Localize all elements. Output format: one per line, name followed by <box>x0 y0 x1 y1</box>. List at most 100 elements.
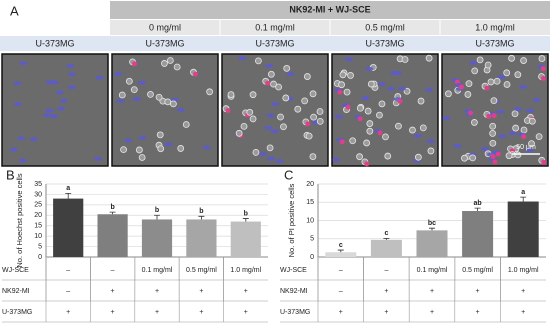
table-cell: + <box>384 288 388 295</box>
immune-cell <box>249 91 257 99</box>
immune-cell <box>338 81 345 89</box>
tumor-cell <box>66 63 75 68</box>
immune-cell <box>419 124 427 132</box>
micrograph <box>221 53 329 167</box>
tumor-cell <box>124 138 133 143</box>
immune-cell <box>489 139 497 147</box>
table-cell: + <box>476 309 480 316</box>
immune-cell <box>367 80 375 88</box>
table-cell: + <box>244 288 248 295</box>
immune-cell <box>511 110 519 118</box>
bar <box>507 201 539 257</box>
tumor-cell <box>426 139 435 144</box>
tumor-cell <box>29 137 38 142</box>
error-bar <box>520 196 527 202</box>
bar <box>462 211 494 257</box>
group-header-bg <box>110 1 550 19</box>
immune-cell <box>267 70 275 78</box>
pi-cell <box>491 113 497 119</box>
tumor-cell <box>498 134 507 139</box>
immune-cell <box>118 91 126 99</box>
immune-cell <box>356 104 364 112</box>
immune-cell <box>520 57 527 64</box>
immune-cell <box>280 123 287 131</box>
scale-bar-label: 50 μm <box>516 144 536 151</box>
tumor-cell <box>13 81 22 86</box>
y-tick-label: 20 <box>306 181 314 188</box>
immune-cell <box>347 72 354 79</box>
table-cell: – <box>384 267 388 274</box>
significance-letter: b <box>199 208 203 215</box>
bar <box>370 239 402 257</box>
significance-letter: b <box>155 207 159 214</box>
table-cell: 0.1 mg/ml <box>142 267 173 274</box>
immune-cell <box>182 121 190 128</box>
tumor-cell <box>275 158 284 163</box>
row-label: WJ-SCE <box>280 267 307 274</box>
tumor-cell <box>138 135 147 140</box>
row-label: U-373MG <box>2 309 32 316</box>
immune-cell <box>520 126 528 134</box>
immune-cell <box>227 91 235 98</box>
group-header: NK92-MI + WJ-SCE <box>289 4 370 14</box>
y-tick-label: 15 <box>306 199 314 206</box>
bar <box>186 219 217 257</box>
error-bar <box>474 207 481 212</box>
tumor-cell <box>332 157 341 162</box>
immune-cell <box>376 111 383 119</box>
row-label: NK92-MI <box>280 288 308 295</box>
immune-cell <box>282 94 290 102</box>
immune-cell <box>493 77 501 85</box>
pi-cell <box>540 66 546 72</box>
immune-cell <box>283 64 291 72</box>
bar <box>416 230 448 257</box>
tumor-cell <box>17 136 26 141</box>
immune-cell <box>277 113 284 121</box>
bar <box>325 252 357 257</box>
immune-cell <box>349 137 357 145</box>
immune-cell <box>316 117 324 125</box>
tumor-cell <box>345 57 354 62</box>
error-bar <box>198 215 205 220</box>
table-cell: + <box>155 288 159 295</box>
immune-cell <box>489 130 497 137</box>
immune-cell <box>177 145 185 152</box>
immune-cell <box>173 63 181 71</box>
cell-label: U-373MG <box>475 38 514 48</box>
pi-cell <box>484 85 490 91</box>
tumor-cell <box>453 143 462 148</box>
tumor-cell <box>377 82 386 87</box>
pi-cell <box>305 121 311 127</box>
table-cell: 1.0 mg/ml <box>230 267 261 274</box>
immune-cell <box>240 122 248 130</box>
tumor-cell <box>413 133 422 138</box>
table-cell: – <box>66 267 70 274</box>
immune-cell <box>465 80 473 88</box>
tumor-cell <box>508 131 517 136</box>
pi-cell <box>225 108 231 114</box>
y-tick-label: 0 <box>38 254 42 261</box>
immune-cell <box>487 78 495 86</box>
immune-cell <box>461 154 468 162</box>
immune-cell <box>528 117 536 125</box>
tumor-cell <box>398 86 407 91</box>
immune-cell <box>356 153 363 161</box>
immune-cell <box>464 91 472 98</box>
error-bar <box>242 218 249 222</box>
cell-label: U-373MG <box>145 38 184 48</box>
y-tick-label: 5 <box>38 243 42 250</box>
bar <box>141 219 173 257</box>
immune-cell <box>366 120 374 127</box>
table-cell: + <box>199 288 203 295</box>
tumor-cell <box>265 63 274 68</box>
immune-cell <box>427 147 435 155</box>
table-cell: + <box>199 309 203 316</box>
pi-cell <box>486 113 492 119</box>
immune-cell <box>125 77 133 85</box>
significance-letter: bc <box>428 220 436 227</box>
immune-cell <box>303 73 311 80</box>
immune-cell <box>130 86 138 94</box>
error-bar <box>337 249 344 253</box>
immune-cell <box>382 133 389 141</box>
